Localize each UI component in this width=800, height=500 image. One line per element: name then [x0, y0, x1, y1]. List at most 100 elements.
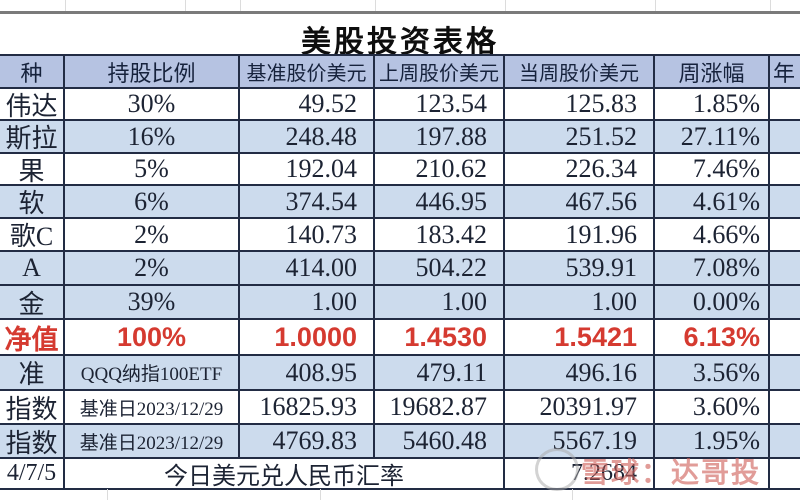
cell-ratio: QQQ纳指100ETF	[65, 356, 240, 391]
cell-change: 7.46%	[655, 154, 770, 186]
stock-table: 种 持股比例 基准股价美元 上周股价美元 当周股价美元 周涨幅 年 伟达 30% 4…	[0, 54, 800, 490]
gridline	[185, 0, 186, 11]
cell-name: 果	[0, 154, 65, 186]
cell-base: 414.00	[240, 252, 375, 286]
table-footer-row: 4/7/5 今日美元兑人民币汇率 7.2684	[0, 459, 800, 490]
header-thisweek-price: 当周股价美元	[505, 56, 655, 89]
cell-empty	[655, 459, 770, 490]
table-row: 准 QQQ纳指100ETF 408.95 479.11 496.16 3.56%	[0, 356, 800, 391]
cell-change: 6.13%	[655, 320, 770, 356]
cell-base: 408.95	[240, 356, 375, 391]
cell-current: 20391.97	[505, 391, 655, 425]
cell-ratio: 30%	[65, 89, 240, 121]
gridline	[320, 489, 321, 500]
cell-name: 伟达	[0, 89, 65, 121]
cell-empty	[770, 459, 800, 490]
cell-change: 27.11%	[655, 121, 770, 154]
cell-last: 123.54	[375, 89, 505, 121]
cell-last: 183.42	[375, 219, 505, 252]
cell-year	[770, 121, 800, 154]
table-row: 软 6% 374.54 446.95 467.56 4.61%	[0, 186, 800, 219]
cell-exchange-rate: 7.2684	[505, 459, 655, 490]
cell-change: 3.60%	[655, 391, 770, 425]
cell-last: 19682.87	[375, 391, 505, 425]
cell-current: 539.91	[505, 252, 655, 286]
cell-ratio: 2%	[65, 252, 240, 286]
cell-date: 4/7/5	[0, 459, 65, 490]
cell-year	[770, 356, 800, 391]
cell-change: 1.95%	[655, 425, 770, 459]
cell-current: 1.00	[505, 286, 655, 320]
cell-exchange-label: 今日美元兑人民币汇率	[65, 459, 505, 490]
gridline	[505, 0, 506, 11]
cell-year	[770, 425, 800, 459]
header-weekly-change: 周涨幅	[655, 56, 770, 89]
cell-change: 3.56%	[655, 356, 770, 391]
table-header-row: 种 持股比例 基准股价美元 上周股价美元 当周股价美元 周涨幅 年	[0, 56, 800, 89]
cell-ratio: 16%	[65, 121, 240, 154]
cell-current: 226.34	[505, 154, 655, 186]
cell-change: 4.61%	[655, 186, 770, 219]
cell-change: 7.08%	[655, 252, 770, 286]
cell-current: 467.56	[505, 186, 655, 219]
cell-change: 1.85%	[655, 89, 770, 121]
table-row: 指数 基准日2023/12/29 4769.83 5460.48 5567.19 1.95…	[0, 425, 800, 459]
page-title: 美股投资表格	[301, 26, 499, 59]
cell-base: 192.04	[240, 154, 375, 186]
cell-base: 49.52	[240, 89, 375, 121]
cell-name: 软	[0, 186, 65, 219]
cell-last: 479.11	[375, 356, 505, 391]
cell-base: 16825.93	[240, 391, 375, 425]
gridline	[572, 489, 573, 500]
gridline	[375, 0, 376, 11]
cell-ratio: 基准日2023/12/29	[65, 391, 240, 425]
cell-year	[770, 391, 800, 425]
cell-year	[770, 286, 800, 320]
table-body: 伟达 30% 49.52 123.54 125.83 1.85% 斯拉 16% 248.48 19…	[0, 89, 800, 459]
cell-name: 金	[0, 286, 65, 320]
table-row: 斯拉 16% 248.48 197.88 251.52 27.11%	[0, 121, 800, 154]
cell-ratio: 6%	[65, 186, 240, 219]
cell-base: 374.54	[240, 186, 375, 219]
cell-ratio: 基准日2023/12/29	[65, 425, 240, 459]
header-symbol: 种	[0, 56, 65, 89]
gridline	[240, 0, 241, 11]
cell-change: 0.00%	[655, 286, 770, 320]
table-row: 净值 100% 1.0000 1.4530 1.5421 6.13%	[0, 320, 800, 356]
cell-year	[770, 186, 800, 219]
gridline	[655, 0, 656, 11]
cell-current: 191.96	[505, 219, 655, 252]
gridline	[65, 0, 66, 11]
cell-year	[770, 219, 800, 252]
cell-ratio: 39%	[65, 286, 240, 320]
table-row: 歌C 2% 140.73 183.42 191.96 4.66%	[0, 219, 800, 252]
cell-ratio: 2%	[65, 219, 240, 252]
table-row: 果 5% 192.04 210.62 226.34 7.46%	[0, 154, 800, 186]
table-row: A 2% 414.00 504.22 539.91 7.08%	[0, 252, 800, 286]
cell-change: 4.66%	[655, 219, 770, 252]
cell-last: 1.00	[375, 286, 505, 320]
pane-divider	[0, 11, 800, 14]
cell-current: 1.5421	[505, 320, 655, 356]
cell-last: 446.95	[375, 186, 505, 219]
cell-name: 歌C	[0, 219, 65, 252]
cell-current: 125.83	[505, 89, 655, 121]
cell-current: 5567.19	[505, 425, 655, 459]
cell-name: 准	[0, 356, 65, 391]
table-row: 指数 基准日2023/12/29 16825.93 19682.87 20391.97 3…	[0, 391, 800, 425]
cell-base: 1.00	[240, 286, 375, 320]
table-row: 伟达 30% 49.52 123.54 125.83 1.85%	[0, 89, 800, 121]
cell-last: 504.22	[375, 252, 505, 286]
cell-name: 斯拉	[0, 121, 65, 154]
cell-year	[770, 320, 800, 356]
cell-current: 251.52	[505, 121, 655, 154]
cell-name: 指数	[0, 425, 65, 459]
cell-ratio: 5%	[65, 154, 240, 186]
cell-base: 1.0000	[240, 320, 375, 356]
header-lastweek-price: 上周股价美元	[375, 56, 505, 89]
cell-last: 5460.48	[375, 425, 505, 459]
cell-current: 496.16	[505, 356, 655, 391]
cell-year	[770, 252, 800, 286]
header-holding-ratio: 持股比例	[65, 56, 240, 89]
